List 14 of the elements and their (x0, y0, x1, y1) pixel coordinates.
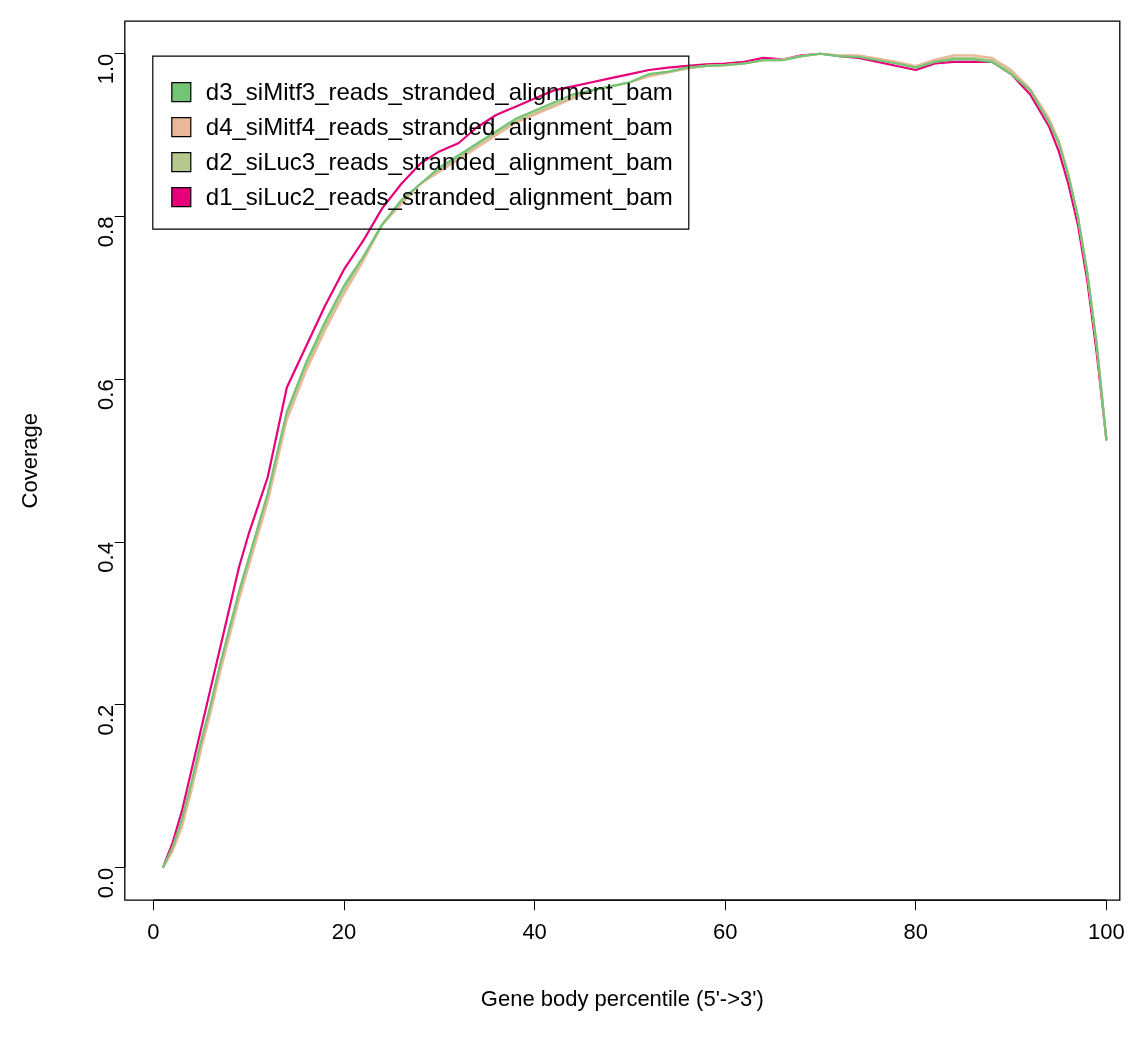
y-tick-label: 0.8 (92, 216, 118, 248)
x-tick-label: 80 (903, 919, 929, 945)
x-tick-label: 100 (1088, 919, 1125, 945)
y-tick-label: 0.0 (92, 867, 118, 899)
y-tick-label: 0.2 (92, 704, 118, 736)
y-axis-title: Coverage (17, 413, 43, 509)
y-tick-label: 0.6 (92, 379, 118, 410)
x-tick-label: 60 (712, 919, 738, 945)
x-tick-label: 20 (331, 919, 357, 945)
x-tick-label: 40 (522, 919, 547, 945)
y-tick-label: 1.0 (92, 53, 118, 85)
y-tick-label: 0.4 (92, 542, 118, 573)
x-tick-label: 0 (147, 919, 160, 945)
x-axis-title: Gene body percentile (5'->3') (480, 985, 764, 1011)
